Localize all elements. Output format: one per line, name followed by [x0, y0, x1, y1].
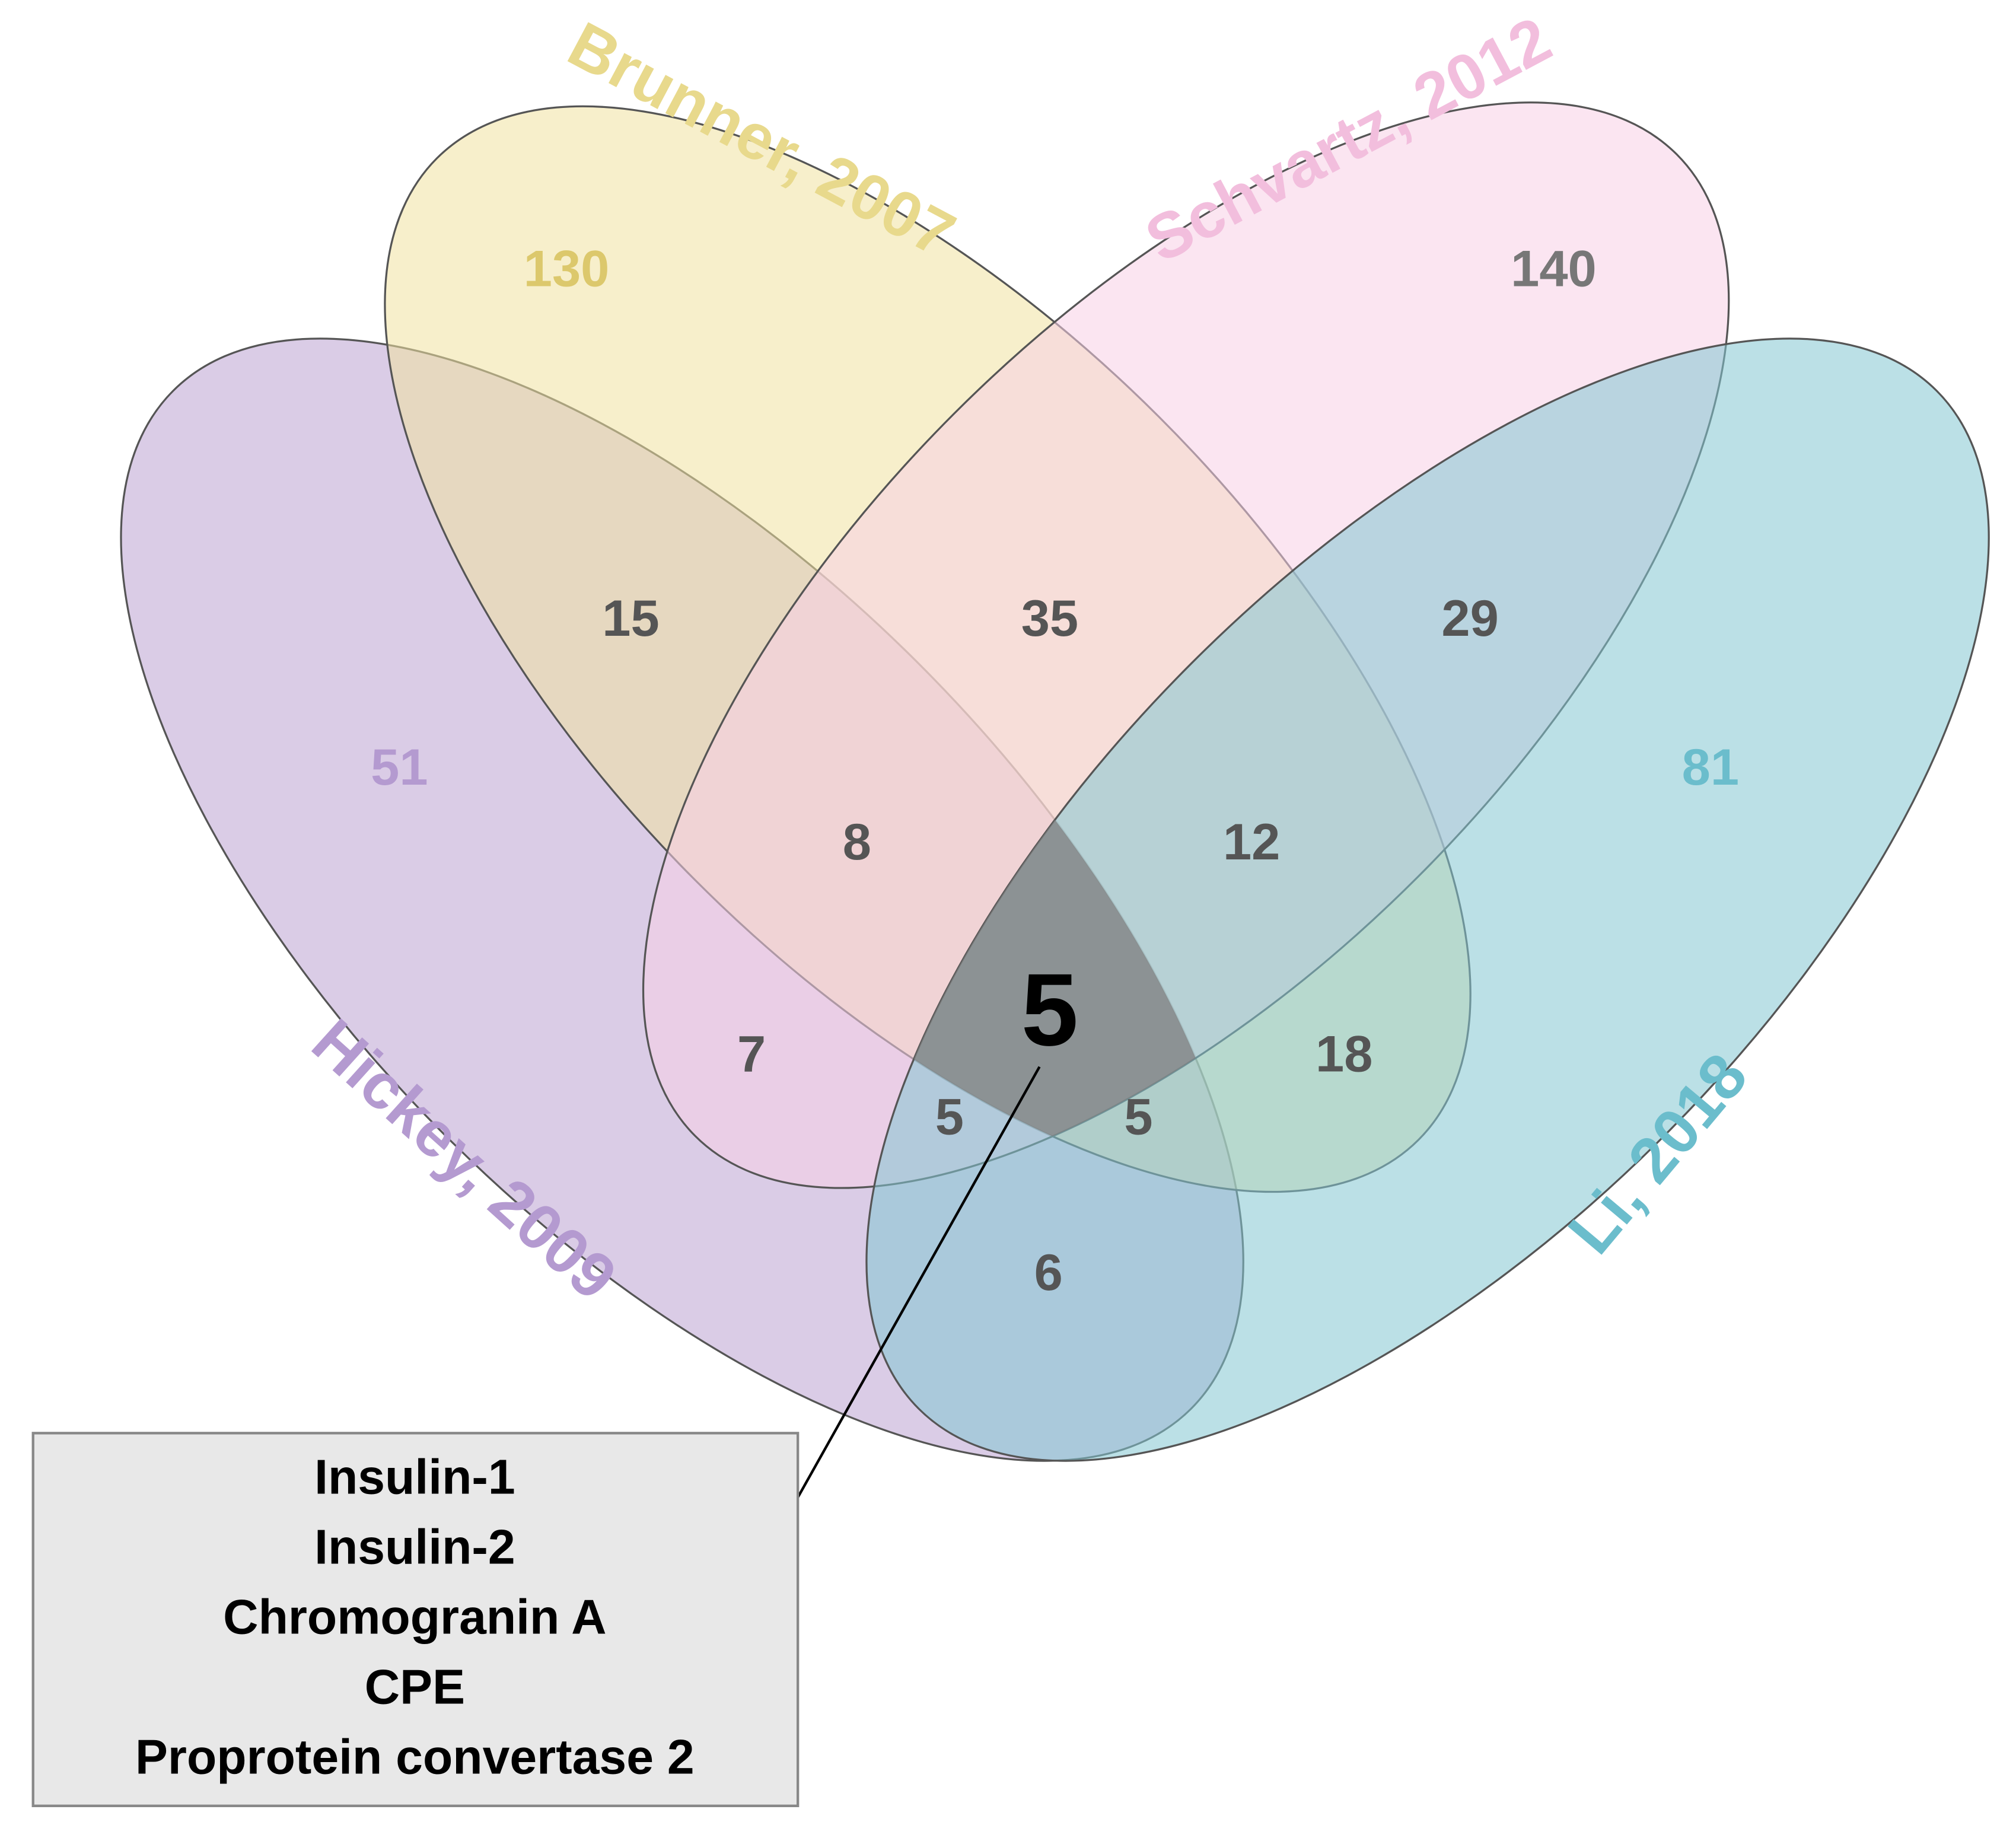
- region-count: 7: [737, 1025, 766, 1082]
- region-count: 5: [1021, 952, 1078, 1067]
- callout-item: Proprotein convertase 2: [135, 1730, 695, 1785]
- callout-item: Chromogranin A: [223, 1590, 607, 1645]
- callout-item: Insulin-2: [314, 1520, 515, 1574]
- callout-item: Insulin-1: [314, 1450, 515, 1504]
- region-count: 12: [1223, 814, 1280, 871]
- region-count: 6: [1034, 1244, 1063, 1301]
- callout-box: [31, 1432, 800, 1807]
- region-count: 140: [1511, 240, 1597, 297]
- set-ellipse: [865, 337, 1990, 1462]
- region-count: 15: [602, 590, 659, 647]
- region-count: 5: [935, 1089, 964, 1146]
- region-count: 81: [1682, 739, 1739, 796]
- region-count: 51: [371, 739, 428, 796]
- callout-item: CPE: [365, 1660, 465, 1715]
- region-count: 29: [1441, 590, 1498, 647]
- callout-line: [797, 1066, 1041, 1498]
- region-count: 130: [524, 240, 610, 297]
- region-count: 8: [843, 814, 871, 871]
- region-count: 35: [1021, 590, 1078, 647]
- region-count: 18: [1316, 1025, 1372, 1082]
- region-count: 5: [1124, 1089, 1152, 1146]
